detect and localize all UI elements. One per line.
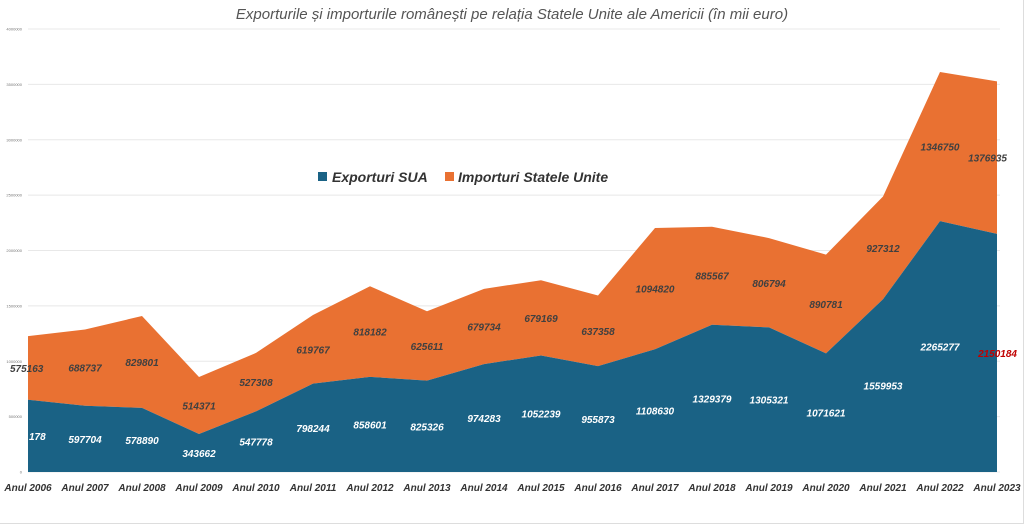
y-tick-label: 1000000 — [6, 359, 22, 364]
legend: Exporturi SUA Importuri Statele Unite — [318, 169, 608, 185]
x-tick-label: Anul 2017 — [630, 483, 679, 494]
export-data-label: 547778 — [239, 438, 273, 449]
export-data-label: 798244 — [296, 424, 330, 435]
export-data-label: 1071621 — [807, 409, 846, 420]
export-data-label: 597704 — [68, 435, 102, 446]
import-data-label: 1094820 — [636, 285, 675, 296]
import-data-label: 927312 — [866, 244, 900, 255]
import-data-label: 1376935 — [968, 154, 1007, 165]
export-data-label: 858601 — [353, 420, 387, 431]
legend-label-exports: Exporturi SUA — [332, 169, 428, 185]
x-tick-label: Anul 2007 — [60, 483, 109, 494]
x-tick-label: Anul 2012 — [345, 483, 394, 494]
import-data-label: 806794 — [752, 279, 786, 290]
x-tick-label: Anul 2020 — [801, 483, 850, 494]
import-data-label: 829801 — [125, 358, 159, 369]
export-data-label: 1052239 — [522, 410, 561, 421]
y-tick-label: 0 — [20, 470, 23, 475]
legend-label-imports: Importuri Statele Unite — [458, 169, 608, 185]
x-tick-label: Anul 2008 — [117, 483, 166, 494]
import-data-label: 890781 — [809, 300, 843, 311]
area-exports — [28, 221, 997, 472]
export-data-label: 1108630 — [636, 407, 675, 418]
export-data-label: 1305321 — [750, 396, 789, 407]
x-tick-label: Anul 2021 — [858, 483, 907, 494]
import-data-label: 575163 — [10, 364, 44, 375]
x-tick-label: Anul 2019 — [744, 483, 793, 494]
chart-title: Exporturile și importurile românești pe … — [236, 6, 788, 23]
import-data-label: 1346750 — [921, 143, 960, 154]
x-tick-label: Anul 2013 — [402, 483, 451, 494]
export-data-label: 1559953 — [864, 382, 903, 393]
y-tick-label: 4000000 — [6, 27, 22, 32]
export-data-label: 2150184 — [977, 349, 1017, 360]
y-tick-label: 2500000 — [6, 193, 22, 198]
import-data-label: 885567 — [695, 272, 729, 283]
export-data-label: 578890 — [125, 436, 159, 447]
x-tick-label: Anul 2015 — [516, 483, 565, 494]
import-data-label: 625611 — [411, 342, 444, 353]
import-data-label: 679734 — [467, 322, 501, 333]
import-data-label: 679169 — [524, 314, 558, 325]
export-data-label: 955873 — [581, 415, 615, 426]
import-data-label: 514371 — [182, 401, 216, 412]
export-data-label: 1329379 — [693, 394, 732, 405]
export-data-label: 178 — [29, 432, 46, 443]
export-data-label: 825326 — [410, 422, 444, 433]
import-data-label: 527308 — [239, 378, 273, 389]
x-tick-label: Anul 2023 — [972, 483, 1021, 494]
x-tick-label: Anul 2010 — [231, 483, 280, 494]
y-tick-label: 500000 — [9, 414, 23, 419]
export-data-label: 974283 — [467, 414, 501, 425]
import-data-label: 619767 — [296, 345, 330, 356]
x-tick-label: Anul 2022 — [915, 483, 964, 494]
x-tick-label: Anul 2009 — [174, 483, 223, 494]
y-tick-label: 1500000 — [6, 303, 22, 308]
legend-swatch-exports — [318, 172, 327, 181]
x-tick-label: Anul 2011 — [289, 483, 337, 494]
x-tick-label: Anul 2006 — [3, 483, 52, 494]
legend-swatch-imports — [445, 172, 454, 181]
y-tick-label: 2000000 — [6, 248, 22, 253]
x-tick-label: Anul 2014 — [459, 483, 508, 494]
x-tick-label: Anul 2018 — [687, 483, 736, 494]
import-data-label: 688737 — [68, 364, 102, 375]
import-data-label: 818182 — [353, 328, 387, 339]
export-data-label: 2265277 — [920, 343, 960, 354]
area-imports — [28, 71, 997, 434]
export-data-label: 343662 — [182, 449, 216, 460]
y-tick-label: 3500000 — [6, 82, 22, 87]
y-tick-label: 3000000 — [6, 137, 22, 142]
import-data-label: 637358 — [581, 327, 615, 338]
x-tick-label: Anul 2016 — [573, 483, 622, 494]
